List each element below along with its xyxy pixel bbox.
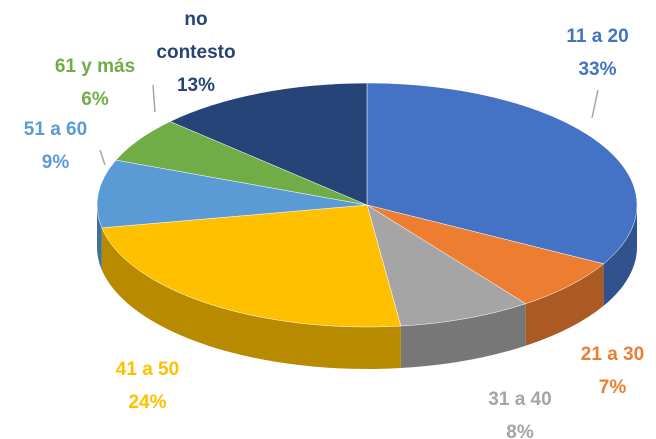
label-percent: 24% — [128, 392, 167, 413]
slice — [101, 204, 402, 328]
data-label: 41 a 50 24% — [95, 353, 200, 419]
leader-lines — [99, 84, 599, 166]
leader-line — [152, 84, 156, 113]
data-label: 31 a 40 8% — [470, 383, 570, 439]
slice-sides — [97, 205, 637, 369]
label-category: 21 a 30 — [580, 344, 645, 365]
label-category: no contesto — [156, 9, 236, 63]
data-label: 61 y más 6% — [40, 50, 150, 116]
label-category: 11 a 20 — [566, 26, 629, 47]
slice — [96, 159, 368, 229]
data-label: 11 a 20 33% — [550, 20, 645, 86]
leader-line — [99, 149, 106, 166]
slice-side — [525, 263, 604, 346]
label-percent: 8% — [506, 422, 534, 439]
label-category: 61 y más — [54, 56, 136, 77]
slice-side — [603, 205, 637, 306]
data-label: no contesto 13% — [150, 3, 242, 102]
data-label: 51 a 60 9% — [8, 113, 103, 179]
label-percent: 7% — [598, 377, 627, 398]
slice — [169, 82, 368, 206]
leader-line — [591, 89, 599, 119]
label-percent: 13% — [176, 75, 216, 96]
slice-side — [101, 227, 401, 369]
label-percent: 33% — [578, 59, 617, 80]
slice — [366, 204, 527, 327]
slice — [366, 204, 605, 304]
slice — [366, 82, 638, 265]
label-category: 31 a 40 — [488, 389, 552, 410]
label-category: 41 a 50 — [115, 359, 180, 380]
data-label: 21 a 30 7% — [565, 338, 656, 404]
slice-side — [400, 303, 526, 369]
label-category: 51 a 60 — [23, 119, 88, 140]
slice-tops — [96, 82, 638, 328]
slice-side — [97, 205, 102, 270]
label-percent: 6% — [81, 89, 109, 110]
label-percent: 9% — [41, 152, 70, 173]
